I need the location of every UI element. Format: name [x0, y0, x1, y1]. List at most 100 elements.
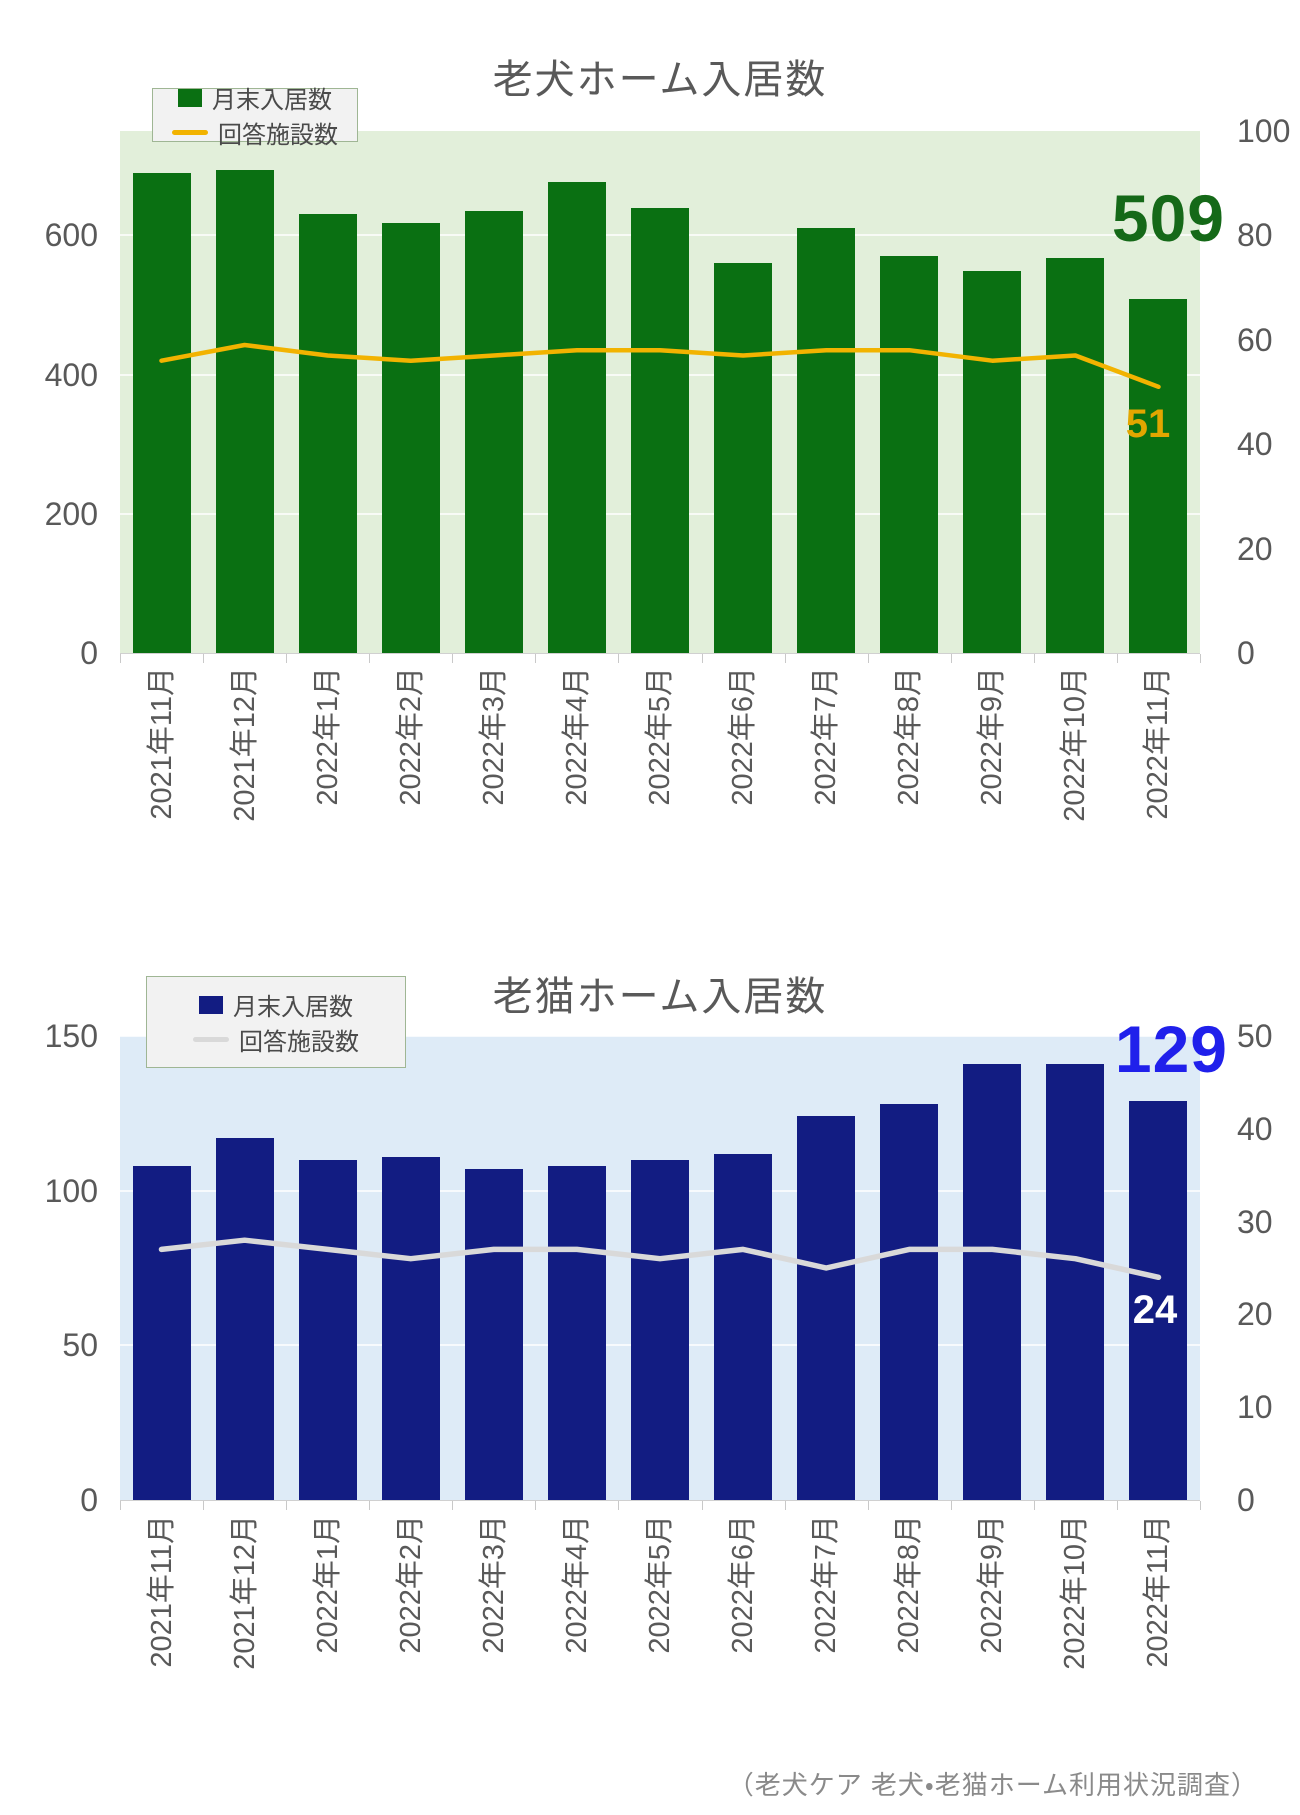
category-label-2022年3月: 2022年3月 [478, 1515, 510, 1654]
axis-tick-mark [452, 654, 453, 663]
axis-tick-mark [369, 654, 370, 663]
bar-series-label: 月末入居数 [212, 87, 332, 114]
category-label-text: 2021年11月 [146, 1515, 178, 1668]
line-series-label: 回答施設数 [239, 1029, 359, 1056]
axis-tick-mark [452, 1501, 453, 1510]
bar-2022年1月 [299, 1160, 357, 1500]
axis-tick-mark [535, 1501, 536, 1510]
dog-chart-title: 老犬ホーム入居数 [492, 58, 828, 103]
axis-tick-mark [702, 654, 703, 663]
category-label-2022年2月: 2022年2月 [395, 1515, 427, 1654]
bar-2022年2月 [382, 223, 440, 653]
axis-tick-mark [702, 1501, 703, 1510]
left-axis-tick-0: 0 [80, 635, 98, 671]
axis-tick-mark [1034, 654, 1035, 663]
category-label-text: 2022年7月 [810, 667, 842, 806]
dog-last-bar-value-label: 509 [1111, 181, 1225, 255]
bar-2022年10月 [1046, 258, 1104, 653]
legend-row-line: 回答施設数 [147, 1022, 405, 1057]
bar-2022年5月 [631, 1160, 689, 1500]
left-axis-tick-50: 50 [62, 1327, 98, 1363]
category-label-2022年8月: 2022年8月 [893, 1515, 925, 1654]
right-axis-tick-0: 0 [1237, 635, 1255, 671]
category-label-text: 2022年2月 [395, 1515, 427, 1654]
category-label-2022年6月: 2022年6月 [727, 1515, 759, 1654]
category-label-text: 2022年10月 [1059, 667, 1091, 822]
category-label-2021年11月: 2021年11月 [146, 667, 178, 820]
category-label-2022年5月: 2022年5月 [644, 667, 676, 806]
bar-2022年6月 [714, 1154, 772, 1500]
category-label-2022年3月: 2022年3月 [478, 667, 510, 806]
axis-tick-mark [951, 1501, 952, 1510]
category-label-2022年11月: 2022年11月 [1142, 667, 1174, 820]
bar-2022年2月 [382, 1157, 440, 1500]
line-series-swatch [172, 130, 208, 135]
category-label-2022年9月: 2022年9月 [976, 1515, 1008, 1654]
category-label-text: 2022年1月 [312, 667, 344, 806]
axis-tick-mark [535, 654, 536, 663]
category-label-text: 2022年5月 [644, 1515, 676, 1654]
axis-tick-mark [618, 654, 619, 663]
category-label-2022年4月: 2022年4月 [561, 1515, 593, 1654]
category-label-2022年8月: 2022年8月 [893, 667, 925, 806]
category-label-2022年7月: 2022年7月 [810, 1515, 842, 1654]
bar-2022年9月 [963, 271, 1021, 653]
category-label-2022年11月: 2022年11月 [1142, 1515, 1174, 1668]
category-label-2022年1月: 2022年1月 [312, 667, 344, 806]
category-label-2022年9月: 2022年9月 [976, 667, 1008, 806]
category-label-text: 2022年10月 [1059, 1515, 1091, 1670]
category-label-text: 2022年3月 [478, 667, 510, 806]
bar-series-swatch [178, 88, 202, 107]
bar-2022年3月 [465, 211, 523, 653]
axis-tick-mark [120, 1501, 121, 1510]
axis-tick-mark [785, 1501, 786, 1510]
right-axis-tick-10: 10 [1237, 1389, 1273, 1425]
right-axis-tick-0: 0 [1237, 1482, 1255, 1518]
axis-tick-mark [1200, 1501, 1201, 1510]
bar-2021年12月 [216, 1138, 274, 1500]
axis-tick-mark [1117, 654, 1118, 663]
bar-2022年11月 [1129, 1101, 1187, 1500]
category-label-text: 2022年5月 [644, 667, 676, 806]
legend-row-bar: 月末入居数 [153, 80, 357, 115]
right-axis-tick-60: 60 [1237, 322, 1273, 358]
dog-chart-plot-area [120, 131, 1200, 654]
category-label-text: 2022年2月 [395, 667, 427, 806]
category-label-text: 2022年1月 [312, 1515, 344, 1654]
right-axis-tick-40: 40 [1237, 1111, 1273, 1147]
category-label-text: 2021年12月 [229, 667, 261, 822]
right-axis-tick-50: 50 [1237, 1018, 1273, 1054]
category-label-text: 2022年4月 [561, 1515, 593, 1654]
line-series-label: 回答施設数 [218, 122, 338, 149]
category-label-text: 2022年9月 [976, 667, 1008, 806]
line-series-swatch [193, 1037, 229, 1042]
category-label-2022年4月: 2022年4月 [561, 667, 593, 806]
cat-chart-title: 老猫ホーム入居数 [492, 975, 828, 1020]
category-label-2022年2月: 2022年2月 [395, 667, 427, 806]
cat-chart-plot-area [120, 1035, 1200, 1501]
axis-tick-mark [369, 1501, 370, 1510]
category-label-2022年5月: 2022年5月 [644, 1515, 676, 1654]
left-axis-tick-400: 400 [44, 357, 98, 393]
right-axis-tick-20: 20 [1237, 1296, 1273, 1332]
category-label-text: 2022年7月 [810, 1515, 842, 1654]
category-label-text: 2022年11月 [1142, 1515, 1174, 1668]
axis-tick-mark [1034, 1501, 1035, 1510]
category-label-text: 2022年4月 [561, 667, 593, 806]
left-axis-tick-0: 0 [80, 1482, 98, 1518]
category-label-text: 2021年11月 [146, 667, 178, 820]
bar-2022年9月 [963, 1064, 1021, 1500]
axis-tick-mark [785, 654, 786, 663]
bar-series-label: 月末入居数 [233, 994, 353, 1021]
axis-tick-mark [286, 1501, 287, 1510]
cat-last-line-value-label: 24 [1132, 1288, 1178, 1332]
right-axis-tick-40: 40 [1237, 426, 1273, 462]
left-axis-tick-200: 200 [44, 496, 98, 532]
source-note: （老犬ケア 老犬・老猫ホーム利用状況調査） [727, 1770, 1258, 1800]
trend-line [159, 342, 1161, 390]
category-label-2022年6月: 2022年6月 [727, 667, 759, 806]
axis-tick-mark [868, 1501, 869, 1510]
category-label-2021年12月: 2021年12月 [229, 1515, 261, 1670]
axis-tick-mark [1117, 1501, 1118, 1510]
bar-2021年11月 [133, 1166, 191, 1500]
